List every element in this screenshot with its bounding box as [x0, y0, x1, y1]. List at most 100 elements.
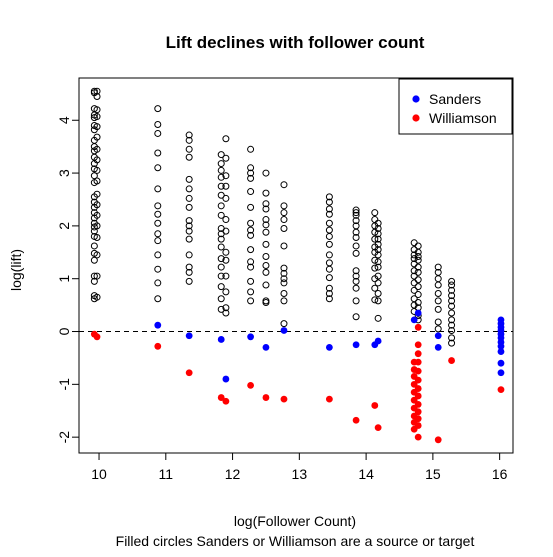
point-other: [217, 243, 225, 251]
point-sanders: [434, 343, 442, 351]
legend: Sanders Williamson: [398, 78, 513, 135]
point-other: [410, 255, 418, 263]
legend-label-williamson: Williamson: [429, 110, 497, 126]
point-other: [280, 202, 288, 210]
y-tick-label: 0: [56, 327, 72, 335]
point-other: [414, 291, 422, 299]
point-other: [280, 264, 288, 272]
point-williamson: [410, 396, 418, 404]
point-other: [434, 281, 442, 289]
point-other: [262, 281, 270, 289]
point-other: [247, 169, 255, 177]
point-other: [217, 202, 225, 210]
point-other: [93, 87, 101, 95]
point-other: [262, 240, 270, 248]
point-other: [222, 256, 230, 264]
point-other: [280, 289, 288, 297]
point-other: [434, 297, 442, 305]
point-other: [185, 235, 193, 243]
point-other: [280, 225, 288, 233]
point-other: [93, 234, 101, 242]
point-other: [90, 227, 98, 235]
point-other: [448, 339, 456, 347]
point-other: [217, 211, 225, 219]
point-other: [374, 272, 382, 280]
point-other: [280, 320, 288, 328]
y-axis-label: log(lift): [8, 249, 24, 291]
point-other: [374, 279, 382, 287]
point-other: [374, 230, 382, 238]
point-other: [93, 272, 101, 280]
point-other: [90, 272, 98, 280]
point-williamson: [325, 395, 333, 403]
point-other: [371, 216, 379, 224]
point-other: [222, 172, 230, 180]
x-tick-label: 13: [292, 466, 308, 482]
point-other: [325, 289, 333, 297]
y-tick-label: -1: [56, 378, 72, 391]
point-other: [154, 105, 162, 113]
point-other: [352, 209, 360, 217]
x-tick-label: 15: [425, 466, 441, 482]
point-other: [93, 156, 101, 164]
point-williamson: [497, 386, 505, 394]
point-sanders: [262, 343, 270, 351]
point-williamson: [434, 436, 442, 444]
point-other: [325, 295, 333, 303]
point-sanders: [434, 332, 442, 340]
point-other: [371, 264, 379, 272]
point-williamson: [352, 416, 360, 424]
point-other: [154, 279, 162, 287]
point-other: [325, 205, 333, 213]
point-other: [217, 272, 225, 280]
point-other: [93, 145, 101, 153]
point-williamson: [217, 394, 225, 401]
point-other: [374, 225, 382, 233]
point-other: [352, 297, 360, 305]
point-williamson: [374, 424, 382, 432]
point-williamson: [185, 369, 193, 377]
point-other: [448, 309, 456, 317]
point-other: [414, 263, 422, 271]
y-tick-label: 1: [56, 275, 72, 283]
point-other: [217, 182, 225, 190]
point-other: [217, 173, 225, 181]
plot-frame: [78, 77, 514, 454]
point-other: [414, 268, 422, 276]
point-other: [371, 256, 379, 264]
point-williamson: [247, 381, 254, 389]
point-other: [154, 149, 162, 157]
legend-label-sanders: Sanders: [429, 91, 481, 107]
point-other: [217, 305, 225, 313]
point-other: [371, 209, 379, 217]
point-other: [247, 258, 255, 266]
point-other: [434, 263, 442, 271]
point-other: [448, 297, 456, 305]
point-other: [262, 228, 270, 236]
point-other: [247, 164, 255, 172]
point-other: [434, 318, 442, 326]
point-other: [280, 279, 288, 287]
point-other: [448, 286, 456, 294]
point-other: [280, 269, 288, 277]
point-sanders: [497, 359, 505, 367]
point-other: [374, 235, 382, 243]
point-other: [93, 106, 101, 114]
point-other: [247, 277, 255, 285]
point-other: [93, 251, 101, 259]
point-other: [280, 242, 288, 250]
point-williamson: [448, 357, 455, 364]
point-williamson: [93, 333, 101, 341]
x-tick-label: 12: [225, 466, 241, 482]
point-other: [325, 259, 333, 267]
point-other: [280, 216, 288, 224]
point-williamson: [414, 358, 422, 366]
point-williamson: [414, 415, 422, 423]
point-other: [247, 219, 255, 227]
point-other: [262, 216, 270, 224]
point-other: [185, 227, 193, 235]
point-other: [410, 267, 418, 275]
point-other: [410, 279, 418, 287]
point-other: [247, 246, 255, 254]
